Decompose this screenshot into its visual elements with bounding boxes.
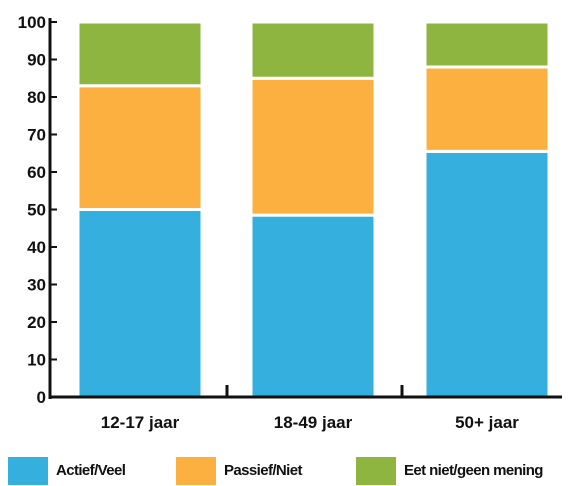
legend-item-actief-veel: Actief/Veel bbox=[8, 455, 126, 486]
bar-50-jaar-eet-niet-geen-mening bbox=[423, 20, 551, 69]
bar-12-17-jaar-actief-veel bbox=[76, 208, 204, 399]
stacked-bar-chart: 0 10 20 30 40 50 60 70 80 90 100 12-17 jaar 18-49 j… bbox=[18, 13, 562, 432]
legend-swatch-actief-veel bbox=[8, 456, 48, 485]
y-tick-label-50: 50 bbox=[27, 201, 46, 220]
y-tick-label-40: 40 bbox=[27, 238, 46, 257]
y-axis-ticks: 0 10 20 30 40 50 60 70 80 90 100 bbox=[18, 13, 46, 407]
bar-50-jaar-actief-veel bbox=[423, 149, 551, 399]
legend-swatch-passief-niet bbox=[176, 456, 216, 485]
bars bbox=[76, 20, 551, 399]
legend-label-eet-niet: Eet niet/geen mening bbox=[404, 462, 543, 479]
y-tick-label-30: 30 bbox=[27, 276, 46, 295]
y-tick-label-0: 0 bbox=[37, 388, 46, 407]
legend-item-eet-niet: Eet niet/geen mening bbox=[356, 455, 543, 486]
legend-label-actief-veel: Actief/Veel bbox=[56, 462, 126, 479]
x-label-18-49-jaar: 18-49 jaar bbox=[274, 413, 353, 432]
legend-item-passief-niet: Passief/Niet bbox=[176, 455, 302, 486]
x-axis-labels: 12-17 jaar 18-49 jaar 50+ jaar bbox=[101, 413, 520, 432]
y-tick-label-100: 100 bbox=[18, 13, 46, 32]
y-tick-label-60: 60 bbox=[27, 163, 46, 182]
y-tick-label-10: 10 bbox=[27, 351, 46, 370]
y-tick-label-20: 20 bbox=[27, 313, 46, 332]
axes bbox=[48, 18, 562, 399]
x-label-50-jaar: 50+ jaar bbox=[455, 413, 519, 432]
bar-12-17-jaar-eet-niet-geen-mening bbox=[76, 20, 204, 88]
x-label-12-17-jaar: 12-17 jaar bbox=[101, 413, 180, 432]
y-tick-label-80: 80 bbox=[27, 88, 46, 107]
bar-18-49-jaar-eet-niet-geen-mening bbox=[249, 20, 377, 80]
y-tick-label-70: 70 bbox=[27, 126, 46, 145]
legend: Actief/Veel Passief/Niet Eet niet/geen m… bbox=[0, 455, 571, 486]
bar-12-17-jaar-passief-niet bbox=[76, 84, 204, 211]
bar-18-49-jaar-passief-niet bbox=[249, 76, 377, 217]
legend-label-passief-niet: Passief/Niet bbox=[224, 462, 302, 479]
y-tick-label-90: 90 bbox=[27, 51, 46, 70]
bar-18-49-jaar-actief-veel bbox=[249, 213, 377, 399]
legend-swatch-eet-niet bbox=[356, 456, 396, 485]
bar-50-jaar-passief-niet bbox=[423, 65, 551, 153]
